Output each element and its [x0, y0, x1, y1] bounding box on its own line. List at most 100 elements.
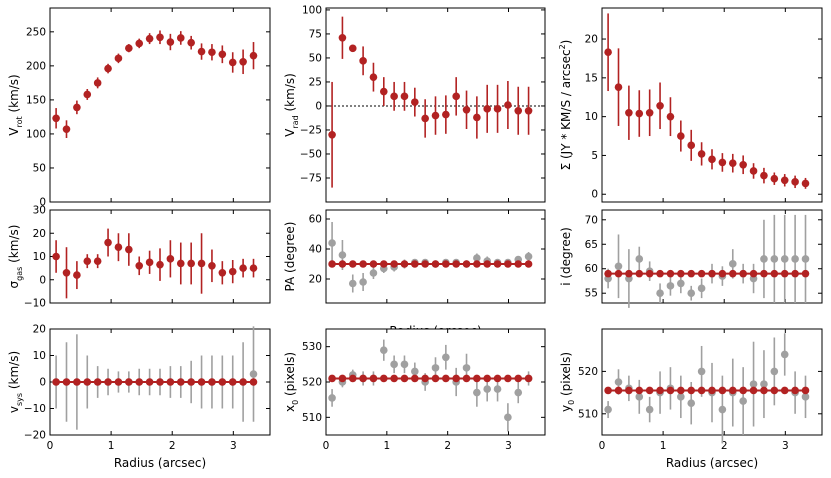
panel-sigma_gas: −10 0 10 20 30 σgas (km/s)	[7, 205, 271, 310]
data-point	[83, 257, 92, 265]
data-point	[493, 385, 502, 393]
data-point	[687, 269, 696, 278]
data-point	[770, 386, 779, 395]
panel-frame	[601, 209, 823, 304]
y-tick-label: −75	[300, 172, 322, 184]
data-point	[338, 260, 347, 268]
data-point	[400, 374, 409, 383]
data-point	[504, 101, 512, 109]
series-model	[328, 16, 533, 188]
data-point	[473, 388, 481, 397]
y-tick-label: 25	[309, 76, 322, 88]
data-point	[635, 269, 644, 278]
data-point	[125, 245, 133, 254]
y-axis-label-unit: (pixels)	[283, 352, 297, 400]
series-model	[52, 228, 258, 299]
y-axis-label: Vrot (km/s)	[7, 74, 24, 136]
data-point	[442, 260, 450, 268]
data-point	[656, 386, 664, 395]
y-axis-label-unit: (pixels)	[559, 352, 573, 400]
data-point	[635, 109, 644, 118]
y-axis-label-sub: rad	[291, 115, 300, 128]
data-point	[431, 364, 440, 372]
data-point	[390, 260, 398, 268]
data-point	[791, 386, 799, 395]
data-point	[635, 393, 644, 401]
data-point	[514, 374, 523, 383]
x-tick-label: 2	[721, 440, 728, 452]
data-point	[442, 374, 450, 383]
data-point	[687, 386, 696, 395]
y-tick-label: −20	[24, 430, 46, 442]
data-point	[369, 374, 378, 383]
data-point	[400, 92, 409, 101]
data-point	[156, 260, 164, 269]
data-point	[677, 393, 685, 401]
y-axis-label-sub: 0	[567, 400, 576, 405]
data-point	[708, 155, 716, 164]
data-point	[666, 282, 675, 290]
data-point	[125, 378, 133, 386]
data-point	[104, 64, 112, 73]
data-point	[390, 92, 398, 101]
data-point	[400, 260, 409, 268]
data-point	[780, 269, 789, 278]
data-point	[338, 33, 347, 42]
data-point	[635, 255, 644, 263]
data-point	[483, 260, 492, 268]
data-point	[369, 269, 378, 277]
data-point	[83, 90, 92, 99]
data-point	[187, 378, 195, 386]
data-point	[780, 350, 789, 359]
y-tick-label: 510	[578, 408, 598, 420]
data-point	[379, 346, 388, 355]
data-point	[749, 269, 758, 278]
data-point	[328, 394, 336, 402]
data-point	[52, 378, 60, 386]
y-tick-label: 40	[309, 244, 322, 256]
data-point	[176, 378, 185, 386]
data-point	[801, 255, 810, 263]
data-point	[780, 255, 789, 263]
y-axis-label-main: V	[283, 128, 297, 137]
data-point	[718, 405, 727, 414]
y-axis-label-main: y	[559, 405, 573, 412]
data-point	[176, 34, 185, 42]
data-point	[504, 260, 512, 268]
data-point	[514, 260, 523, 268]
x-axis-label-hidden: Radius (arcsec)	[389, 324, 481, 338]
x-tick-label: 0	[599, 440, 606, 452]
data-point	[770, 367, 779, 376]
data-point	[687, 289, 696, 298]
y-tick-label: 0	[39, 197, 46, 209]
data-point	[801, 179, 810, 188]
data-point	[614, 378, 623, 386]
y-tick-label: 20	[33, 228, 46, 240]
data-point	[473, 113, 481, 122]
data-point	[197, 259, 206, 268]
x-tick-label: 2	[444, 440, 451, 452]
data-point	[687, 141, 696, 150]
data-point	[369, 260, 378, 268]
data-point	[770, 269, 779, 278]
y-axis-label-unit: (km/s)	[7, 74, 21, 116]
y-axis-label: PA (degree)	[283, 222, 297, 292]
y-tick-label: 530	[302, 341, 322, 353]
x-tick-label: 0	[47, 440, 54, 452]
data-point	[431, 260, 440, 268]
data-point	[462, 260, 471, 268]
data-point	[514, 388, 523, 397]
y-tick-label: 15	[585, 72, 598, 84]
data-point	[421, 260, 429, 268]
y-tick-label: 10	[585, 111, 598, 123]
data-point	[145, 378, 154, 386]
y-axis-label: Vrad (km/s)	[283, 73, 300, 137]
data-point	[718, 158, 727, 167]
data-point	[208, 262, 216, 270]
panel-vsys: −20 −10 0 10 20 0 1 2 3 vsys (km/s) Radius (arcsec…	[7, 324, 271, 470]
data-point	[197, 378, 206, 386]
data-point	[218, 50, 227, 59]
